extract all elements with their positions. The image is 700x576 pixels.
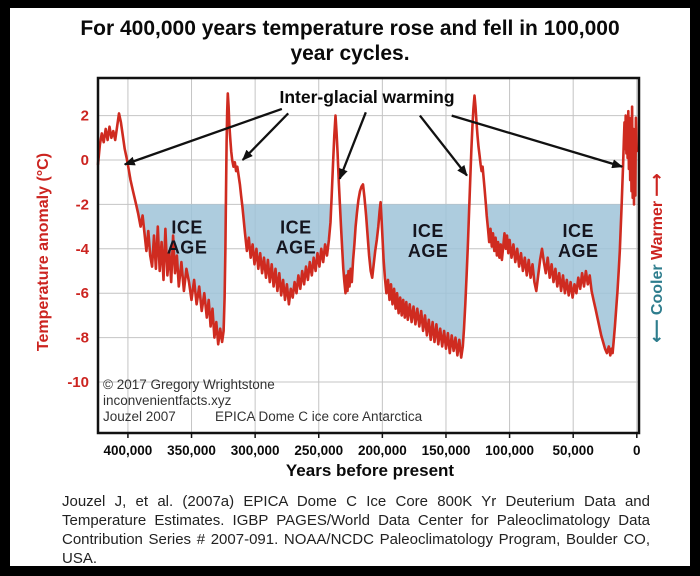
- ice-age-label: ICE AGE: [408, 221, 449, 261]
- y-tick-label: -4: [76, 241, 90, 258]
- chart-title-line1: For 400,000 years temperature rose and f…: [80, 17, 620, 40]
- x-tick-label: 150,000: [422, 443, 471, 458]
- x-tick-label: 100,000: [485, 443, 534, 458]
- cooler-warmer-scale: ⟵ Cooler Warmer ⟶: [647, 128, 667, 388]
- interglacial-warming-annotation: Inter-glacial warming: [279, 87, 455, 107]
- y-tick-label: -6: [76, 285, 89, 302]
- interglacial-arrow: [418, 114, 468, 177]
- copyright-note: © 2017 Gregory Wrightstone: [103, 377, 275, 392]
- x-tick-label: 250,000: [294, 443, 343, 458]
- temperature-anomaly-plot: 400,000 350,000 300,000 250,000 200,000 150,0…: [67, 76, 641, 458]
- reference-caption: Jouzel J, et al. (2007a) EPICA Dome C Ic…: [62, 492, 650, 568]
- ice-age-fill: [98, 204, 637, 358]
- x-tick-label: 50,000: [553, 443, 594, 458]
- interglacial-arrow: [451, 114, 624, 169]
- epica-source-note: EPICA Dome C ice core Antarctica: [215, 409, 423, 424]
- x-tick-label: 300,000: [231, 443, 280, 458]
- ice-age-label: ICE AGE: [558, 221, 599, 261]
- plot-border: [96, 76, 641, 435]
- y-tick-label: -8: [76, 330, 89, 347]
- website-note: inconvenientfacts.xyz: [103, 393, 232, 408]
- interglacial-arrow: [123, 107, 283, 166]
- caption-line: Temperature Estimates. IGBP PAGES/World …: [62, 512, 650, 529]
- chart-title-line2: year cycles.: [290, 42, 410, 65]
- y-tick-label: -10: [67, 374, 89, 391]
- warmer-up-arrow-icon: ⟶: [649, 173, 666, 201]
- y-tick-label: 2: [81, 108, 89, 125]
- caption-line: Jouzel J, et al. (2007a) EPICA Dome C Ic…: [62, 493, 650, 510]
- interglacial-arrow: [241, 112, 290, 161]
- x-tick-label: 200,000: [358, 443, 407, 458]
- x-tick-label: 0: [633, 443, 641, 458]
- jouzel-source-note: Jouzel 2007: [103, 409, 176, 424]
- x-tick-label: 350,000: [167, 443, 216, 458]
- cooler-down-arrow-icon: ⟵: [649, 315, 666, 343]
- warmer-label: Warmer: [649, 200, 666, 260]
- chart-canvas: For 400,000 years temperature rose and f…: [10, 8, 690, 568]
- ice-age-label: ICE AGE: [276, 218, 317, 258]
- y-axis-title: Temperature anomaly (°C): [35, 152, 52, 352]
- y-tick-label: 0: [81, 152, 89, 169]
- interglacial-arrow: [338, 111, 367, 180]
- temperature-curve: [96, 92, 639, 359]
- x-tick-label: 400,000: [104, 443, 153, 458]
- y-tick-label: -2: [76, 196, 89, 213]
- cooler-label: Cooler: [649, 264, 666, 316]
- ice-age-label: ICE AGE: [167, 218, 208, 258]
- x-axis-title: Years before present: [285, 461, 455, 480]
- chart-title: For 400,000 years temperature rose and f…: [10, 16, 690, 66]
- caption-line: Contribution Series # 2007-091. NOAA/NCD…: [62, 531, 650, 548]
- caption-line: USA.: [62, 550, 98, 567]
